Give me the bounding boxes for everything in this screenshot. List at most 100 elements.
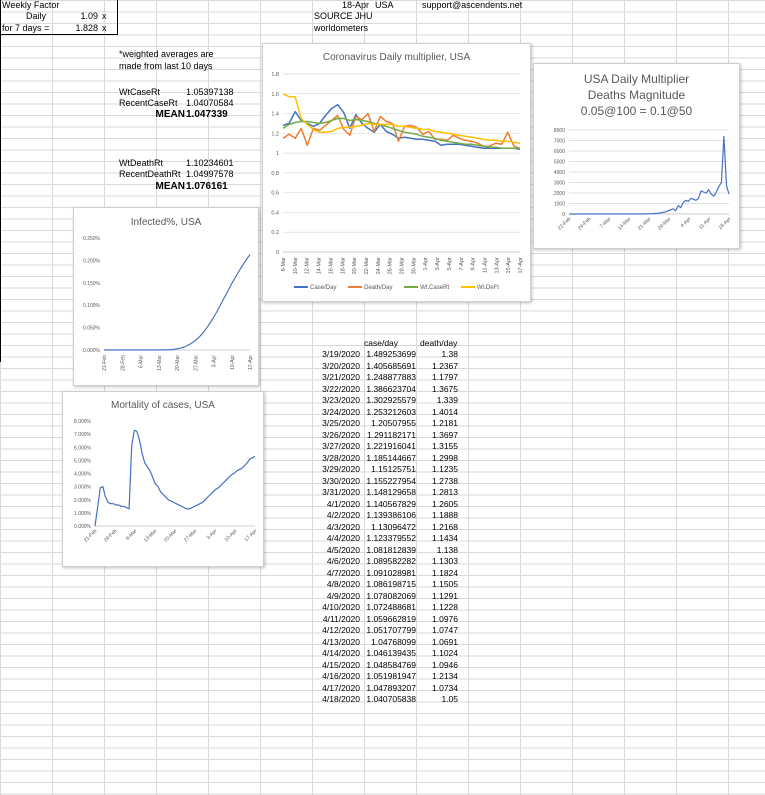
- x-tick-label: 26-Mar: [388, 257, 394, 275]
- table-cell-date: 3/27/2020: [322, 441, 360, 452]
- legend-swatch: [348, 286, 363, 289]
- table-row: 3/23/2020 1.302925579 1.339: [310, 395, 460, 407]
- y-tick-label: 2.000%: [74, 498, 92, 504]
- series-line: [94, 429, 256, 527]
- date-label: 18-Apr: [342, 0, 370, 10]
- table-cell-death: 1.1434: [432, 533, 458, 544]
- table-cell-death: 1.1228: [432, 602, 458, 613]
- table-cell-case: 1.405685691: [366, 360, 416, 371]
- chart-title: Coronavirus Daily multiplier, USA: [322, 52, 471, 63]
- table-row: 4/11/2020 1.059662819 1.0976: [310, 613, 460, 625]
- daily-label: Daily: [25, 11, 46, 21]
- x-tick-label: 13-Mar: [143, 528, 159, 544]
- table-cell-death: 1.3155: [432, 441, 458, 452]
- x-tick-label: 9-Apr: [471, 257, 477, 271]
- table-cell-death: 1.1797: [432, 372, 458, 383]
- table-row: 3/20/2020 1.405685691 1.2367: [310, 360, 460, 372]
- table-cell-case: 1.046139435: [366, 648, 416, 659]
- y-tick-label: 1: [276, 151, 279, 157]
- table-cell-date: 3/26/2020: [322, 429, 360, 440]
- y-tick-label: 1.6: [271, 92, 279, 98]
- series-line: [282, 117, 520, 149]
- table-row: 4/9/2020 1.078082069 1.1291: [310, 590, 460, 602]
- table-row: 3/27/2020 1.221916041 1.3155: [310, 441, 460, 453]
- table-cell-death: 1.0691: [432, 636, 458, 647]
- legend-label: Case/Day: [310, 285, 337, 291]
- mean-death-value: 1.076161: [186, 181, 228, 192]
- table-cell-case: 1.15125751: [371, 464, 416, 475]
- table-cell-date: 4/6/2020: [326, 556, 360, 567]
- table-cell-date: 4/7/2020: [326, 567, 360, 578]
- chart-plot: 0 0.2 0.4 0.6 0.8 1 1.2 1.4 1.6 1.8 8-Mar 10-Mar 12-…: [271, 72, 524, 275]
- source2-label: worldometers: [314, 23, 369, 33]
- recent-death-value: 1.04997578: [186, 169, 234, 179]
- chart-daily-multiplier[interactable]: Coronavirus Daily multiplier, USA 0 0.2 0.…: [262, 43, 531, 302]
- chart-plot: 0.000% 1.000% 2.000% 3.000% 4.000% 5.000% 6.00…: [74, 419, 259, 544]
- x-tick-label: 21-Feb: [102, 355, 108, 371]
- y-tick-label: 0.4: [271, 210, 279, 216]
- chart-mortality[interactable]: Mortality of cases, USA 0.000% 1.000% 2.00…: [62, 391, 264, 567]
- y-tick-label: 2000: [554, 191, 565, 197]
- x-tick-label: 17-Apr: [518, 257, 524, 274]
- table-cell-case: 1.089582282: [366, 556, 416, 567]
- table-row: 3/21/2020 1.248877883 1.1797: [310, 372, 460, 384]
- table-row: 4/12/2020 1.051707799 1.0747: [310, 625, 460, 637]
- table-cell-date: 3/23/2020: [322, 395, 360, 406]
- y-tick-label: 0.2: [271, 230, 279, 236]
- y-tick-label: 1.8: [271, 72, 279, 78]
- table-cell-death: 1.1888: [432, 510, 458, 521]
- mean-death-label: MEAN: [155, 181, 185, 192]
- table-cell-date: 4/12/2020: [322, 625, 360, 636]
- x-tick-label: 4-Apr: [680, 216, 693, 229]
- table-cell-date: 4/11/2020: [322, 613, 360, 624]
- table-cell-death: 1.05: [441, 694, 458, 705]
- table-row: 4/8/2020 1.086198715 1.1505: [310, 579, 460, 591]
- y-tick-label: 7.000%: [74, 432, 92, 438]
- table-cell-case: 1.091028981: [366, 567, 416, 578]
- table-header-death: death/day: [420, 337, 458, 348]
- y-tick-label: 3.000%: [74, 485, 92, 491]
- table-row: 4/17/2020 1.047893207 1.0734: [310, 682, 460, 694]
- chart-deaths-magnitude[interactable]: USA Daily Multiplier Deaths Magnitude 0.…: [533, 63, 740, 249]
- table-cell-case: 1.04768099: [371, 636, 416, 647]
- chart-infected[interactable]: Infected%, USA 0.000% 0.050% 0.100% 0.150% 0…: [73, 207, 259, 386]
- weekly-factor-label: Weekly Factor: [2, 0, 60, 10]
- y-tick-label: 7000: [554, 139, 565, 145]
- table-row: 3/30/2020 1.155227954 1.2738: [310, 475, 460, 487]
- x-tick-label: 13-Apr: [494, 257, 500, 274]
- multiplier-table: case/day death/day 3/19/2020 1.489253699 1…: [310, 337, 460, 705]
- table-cell-case: 1.040705838: [366, 694, 416, 705]
- table-cell-death: 1.3697: [432, 429, 458, 440]
- table-cell-case: 1.185144667: [366, 452, 416, 463]
- table-cell-case: 1.489253699: [366, 349, 416, 360]
- x-tick-label: 10-Mar: [293, 257, 299, 275]
- table-cell-case: 1.123379552: [366, 533, 416, 544]
- wt-death-value: 1.10234601: [186, 158, 234, 168]
- table-row: 4/15/2020 1.048584769 1.0946: [310, 659, 460, 671]
- series-line: [282, 93, 521, 144]
- y-tick-label: 4.000%: [74, 472, 92, 478]
- series-line: [104, 254, 251, 351]
- table-row: 4/3/2020 1.13096472 1.2168: [310, 521, 460, 533]
- x-tick-label: 28-Feb: [120, 355, 126, 371]
- series-line: [569, 135, 730, 215]
- table-header-case: case/day: [364, 337, 399, 348]
- x-tick-label: 28-Feb: [103, 528, 119, 544]
- table-cell-date: 4/3/2020: [326, 521, 360, 532]
- table-cell-death: 1.2367: [432, 360, 458, 371]
- table-row: 4/13/2020 1.04768099 1.0691: [310, 636, 460, 648]
- table-cell-case: 1.072488681: [366, 602, 416, 613]
- y-tick-label: 0.6: [271, 191, 279, 197]
- table-cell-death: 1.0734: [432, 682, 458, 693]
- table-cell-death: 1.0946: [432, 659, 458, 670]
- x-tick-label: 6-Mar: [125, 528, 139, 542]
- table-row: 4/16/2020 1.051981947 1.2134: [310, 671, 460, 683]
- table-row: 3/28/2020 1.185144667 1.2998: [310, 452, 460, 464]
- email-link[interactable]: support@ascendents.net: [422, 0, 523, 10]
- y-tick-label: 0.050%: [83, 326, 101, 332]
- y-tick-label: 8.000%: [74, 419, 92, 425]
- table-cell-date: 4/17/2020: [322, 682, 360, 693]
- y-tick-label: 1.000%: [74, 511, 92, 517]
- x-tick-label: 16-Mar: [328, 257, 334, 275]
- x-tick-label: 3-Apr: [212, 355, 218, 368]
